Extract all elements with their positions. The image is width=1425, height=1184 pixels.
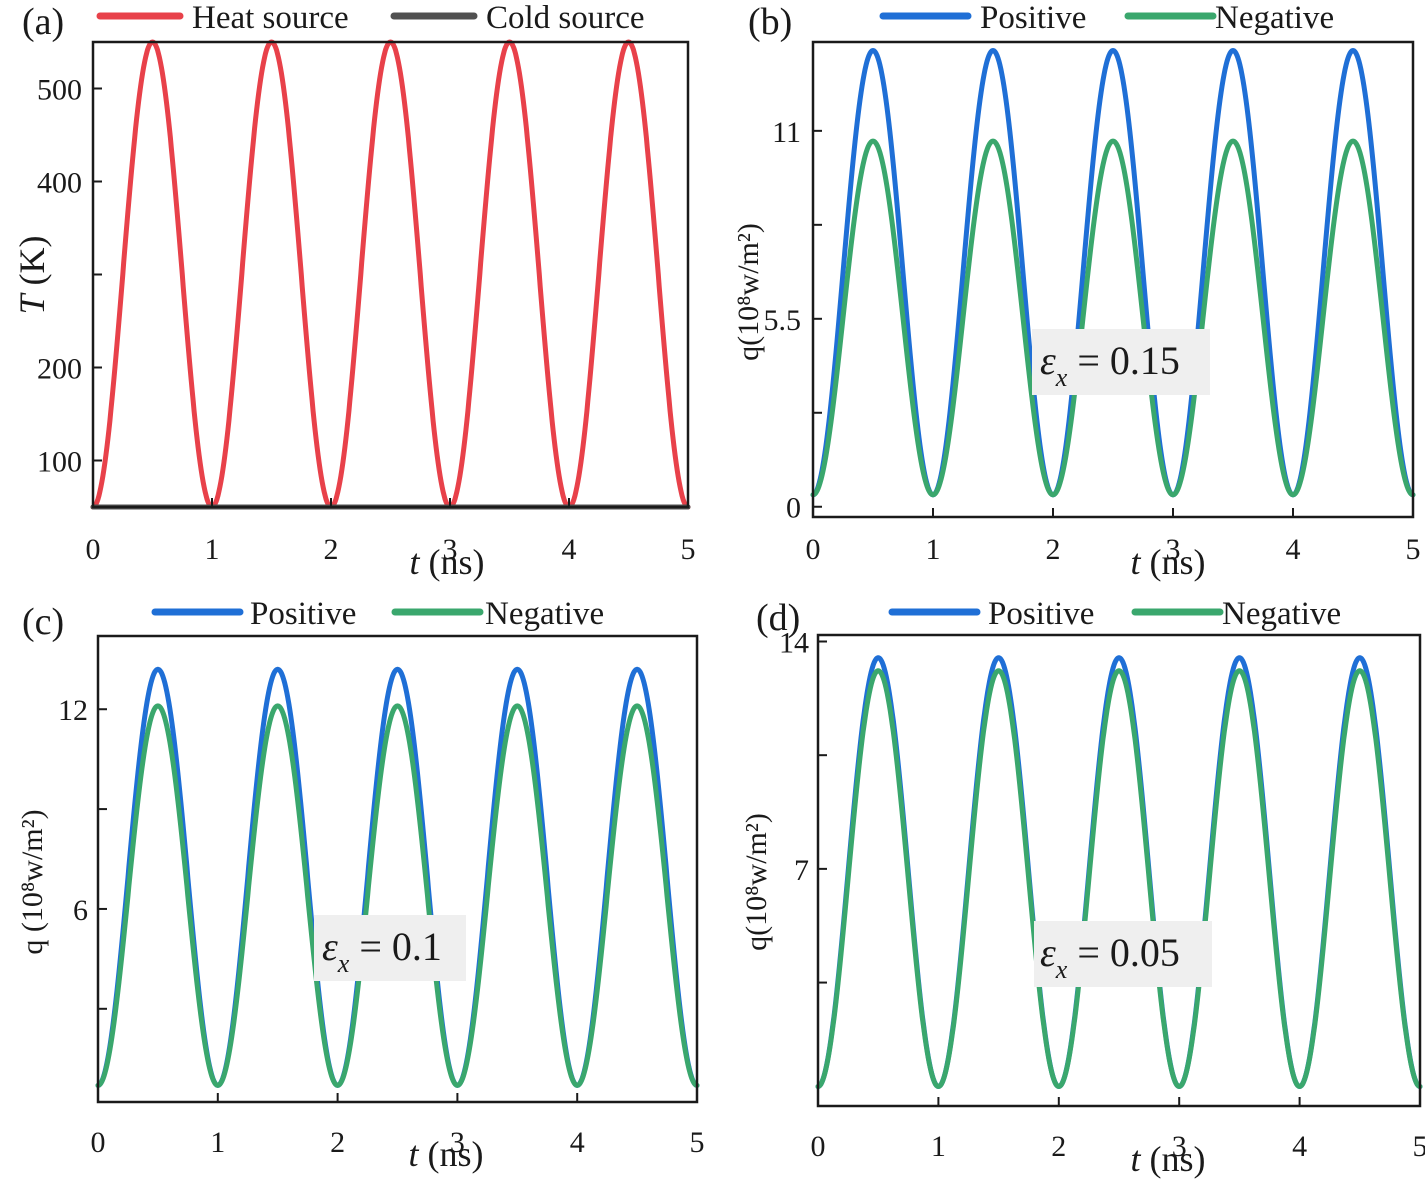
legend-label-negative: Negative: [1215, 0, 1334, 36]
plot-frame: [811, 40, 1415, 519]
plot-frame: [96, 634, 699, 1104]
x-axis-unit: (ns): [1141, 542, 1206, 582]
series-line-negative: [95, 703, 700, 1088]
y-axis-unit: (K): [12, 235, 52, 294]
x-axis-variable: t: [1130, 1139, 1141, 1179]
x-tick-label: 5: [1413, 1130, 1425, 1163]
x-tick-label: 2: [324, 533, 339, 566]
panel-label: (c): [22, 601, 64, 643]
x-tick-label: 4: [562, 533, 577, 566]
legend-label-positive: Positive: [250, 596, 356, 632]
panel-a: (a) 0 1 2 3 4 5 100 200 400 500 t (ns) T (K) Heat sou…: [12, 0, 696, 582]
annotation-text: εx = 0.05: [1040, 930, 1180, 984]
legend-label-positive: Positive: [980, 0, 1086, 36]
x-axis-title: t (ns): [408, 1134, 483, 1174]
x-tick-label: 1: [210, 1126, 225, 1159]
y-tick-label: 7: [794, 854, 809, 887]
x-tick-label: 4: [1286, 533, 1301, 566]
y-tick-label: 500: [37, 74, 82, 107]
x-axis-variable: t: [1130, 542, 1141, 582]
y-axis-title: q (10⁸w/m²): [16, 809, 49, 954]
x-tick-label: 2: [330, 1126, 345, 1159]
annotation-box: [314, 915, 466, 981]
panel-label: (b): [748, 1, 792, 43]
x-tick-label: 5: [681, 533, 696, 566]
x-axis-unit: (ns): [1141, 1139, 1206, 1179]
y-tick-label: 100: [37, 446, 82, 479]
series-line-negative: [815, 668, 1423, 1089]
panel-d: (d) 0 1 2 3 4 5 7 14 t (ns) q(10⁸w/m²) Positive Nega…: [740, 596, 1425, 1179]
x-tick-label: 2: [1046, 533, 1061, 566]
x-tick-label: 4: [570, 1126, 585, 1159]
legend-label-negative: Negative: [1222, 596, 1341, 632]
x-axis-title: t (ns): [1130, 1139, 1205, 1179]
y-axis-variable: T: [12, 292, 52, 315]
y-tick-label: 400: [37, 167, 82, 200]
legend-label-cold-source: Cold source: [486, 0, 645, 36]
annotation-symbol: ε: [322, 924, 338, 969]
x-tick-label: 1: [931, 1130, 946, 1163]
annotation-symbol: ε: [1040, 930, 1056, 975]
y-axis-title: T (K): [12, 235, 52, 314]
x-tick-label: 3: [1172, 1130, 1187, 1163]
series-line-positive: [810, 48, 1416, 498]
x-tick-label: 5: [690, 1126, 705, 1159]
y-tick-label: 12: [58, 694, 88, 727]
annotation-box: [1032, 329, 1210, 395]
x-axis-variable: t: [408, 1134, 419, 1174]
annotation-value: = 0.15: [1067, 338, 1180, 383]
x-tick-label: 5: [1406, 533, 1421, 566]
x-tick-label: 0: [811, 1130, 826, 1163]
y-tick-label: 11: [772, 116, 801, 149]
annotation-text: εx = 0.1: [322, 924, 442, 978]
x-tick-label: 0: [86, 533, 101, 566]
annotation-box: [1034, 921, 1212, 987]
legend-label-heat-source: Heat source: [192, 0, 349, 36]
legend-label-negative: Negative: [485, 596, 604, 632]
annotation-symbol: ε: [1040, 338, 1056, 383]
y-tick-label: 0: [786, 492, 801, 525]
panel-label: (a): [22, 1, 64, 43]
x-tick-label: 2: [1051, 1130, 1066, 1163]
legend-label-positive: Positive: [988, 596, 1094, 632]
annotation-subscript: x: [1055, 363, 1068, 392]
panel-b: (b) 0 1 2 3 4 5 0 5.5 11 t (ns) q(10⁸w/m²) Positive N…: [732, 0, 1421, 582]
x-tick-label: 3: [450, 1126, 465, 1159]
x-axis-unit: (ns): [420, 542, 485, 582]
panel-label: (d): [756, 597, 800, 639]
annotation-value: = 0.05: [1067, 930, 1180, 975]
annotation-subscript: x: [1055, 955, 1068, 984]
y-tick-label: 6: [73, 894, 88, 927]
x-tick-label: 0: [806, 533, 821, 566]
annotation-subscript: x: [337, 949, 350, 978]
x-tick-label: 3: [443, 533, 458, 566]
y-axis-title: q(10⁸w/m²): [732, 223, 765, 361]
annotation-value: = 0.1: [349, 924, 442, 969]
y-tick-label: 14: [779, 626, 809, 659]
x-tick-label: 1: [205, 533, 220, 566]
x-axis-unit: (ns): [419, 1134, 484, 1174]
x-tick-label: 0: [91, 1126, 106, 1159]
x-tick-label: 1: [926, 533, 941, 566]
series-line-negative: [810, 138, 1416, 498]
plot-frame: [816, 633, 1422, 1108]
x-tick-label: 4: [1292, 1130, 1307, 1163]
annotation-text: εx = 0.15: [1040, 338, 1180, 392]
y-tick-label: 200: [37, 353, 82, 386]
x-axis-variable: t: [409, 542, 420, 582]
x-tick-label: 3: [1166, 533, 1181, 566]
x-axis-title: t (ns): [1130, 542, 1205, 582]
y-tick-label: 5.5: [764, 304, 802, 337]
x-axis-title: t (ns): [409, 542, 484, 582]
series-line-heat-source: [90, 39, 691, 510]
y-axis-title: q(10⁸w/m²): [740, 813, 773, 951]
